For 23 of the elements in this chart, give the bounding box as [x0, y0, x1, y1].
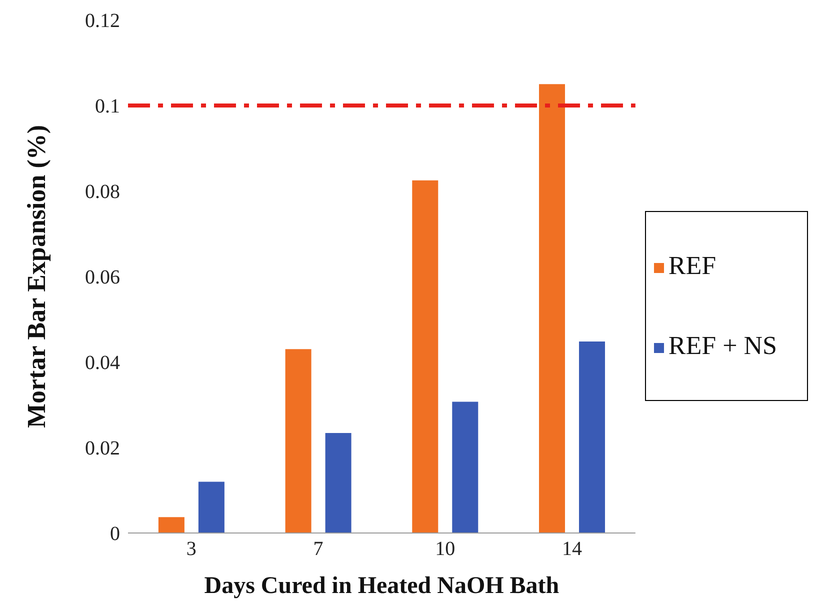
bar: [158, 517, 184, 533]
y-tick-label: 0.1: [95, 96, 120, 118]
bar: [325, 432, 352, 533]
x-tick-label: 7: [313, 538, 324, 560]
bar: [412, 180, 438, 533]
y-tick-label: 0.08: [85, 181, 120, 204]
x-tick-label: 14: [562, 538, 582, 560]
y-tick-label: 0.12: [85, 10, 120, 32]
legend-label: REF: [668, 250, 716, 280]
bar: [452, 402, 478, 533]
x-axis-title: Days Cured in Heated NaOH Bath: [204, 573, 560, 599]
y-tick-label: 0: [110, 523, 120, 546]
bar: [285, 349, 312, 533]
bar: [198, 482, 224, 533]
legend-label: REF + NS: [668, 330, 777, 360]
y-tick-label: 0.02: [85, 438, 120, 460]
y-axis-title: Mortar Bar Expansion (%): [22, 124, 52, 428]
bar: [579, 341, 605, 533]
bar: [539, 84, 565, 533]
x-tick-label: 10: [435, 538, 456, 560]
y-tick-label: 0.06: [85, 266, 120, 289]
x-tick-label: 3: [186, 538, 196, 560]
y-tick-label: 0.04: [85, 352, 120, 374]
